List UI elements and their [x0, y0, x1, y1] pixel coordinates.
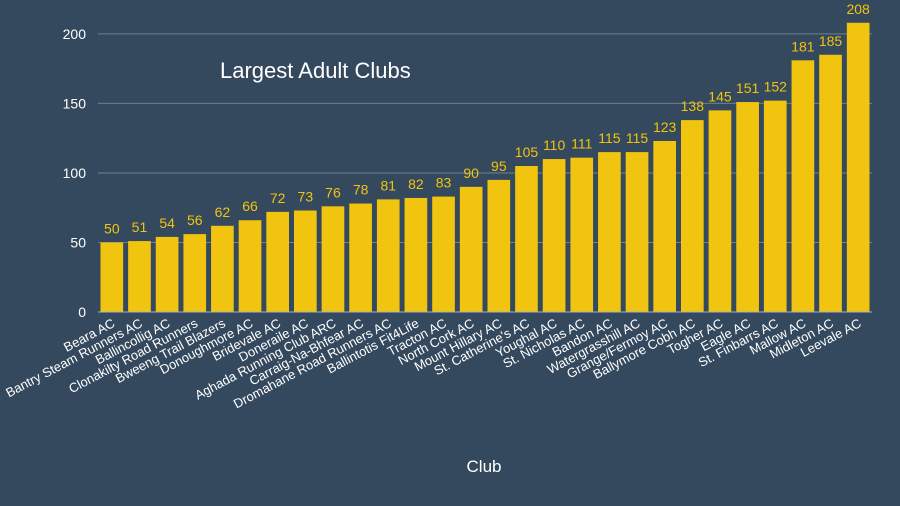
y-tick-label: 200	[63, 26, 87, 42]
y-axis-ticks: 0 50 100 150 200	[63, 26, 87, 320]
data-label: 185	[819, 33, 843, 49]
data-label: 66	[242, 198, 258, 214]
data-label: 145	[708, 88, 732, 104]
bar	[680, 120, 704, 312]
bar	[128, 241, 151, 312]
y-tick-label: 50	[70, 234, 86, 250]
bar	[791, 60, 815, 313]
bar	[432, 196, 455, 312]
data-label: 181	[791, 38, 815, 54]
data-label: 110	[543, 137, 566, 153]
bar	[183, 234, 207, 312]
bar	[404, 197, 428, 312]
bar	[570, 157, 594, 312]
bar	[598, 152, 621, 312]
data-label: 115	[626, 130, 649, 146]
data-label: 81	[380, 177, 396, 193]
data-label: 138	[681, 98, 705, 114]
bar	[736, 102, 759, 313]
bar	[653, 140, 677, 312]
bar	[100, 242, 124, 312]
data-label: 83	[436, 175, 452, 191]
bar	[266, 211, 290, 312]
bar	[459, 186, 483, 312]
data-label: 54	[159, 215, 175, 231]
data-label: 78	[353, 182, 369, 198]
bars	[100, 22, 870, 313]
bar	[708, 110, 732, 312]
bar	[293, 210, 317, 312]
bar	[349, 203, 372, 312]
data-label: 73	[298, 188, 314, 204]
data-label: 208	[846, 1, 870, 17]
bar	[846, 22, 870, 313]
bar	[625, 152, 649, 312]
data-label: 95	[491, 158, 507, 174]
data-label: 105	[515, 144, 539, 160]
data-label: 151	[736, 80, 760, 96]
x-axis-label: Club	[467, 457, 502, 476]
data-label: 51	[132, 219, 148, 235]
chart-title: Largest Adult Clubs	[220, 58, 411, 83]
data-label: 111	[571, 136, 592, 152]
data-label: 72	[270, 190, 286, 206]
bar	[542, 159, 566, 312]
bar	[376, 199, 400, 312]
data-label: 56	[187, 212, 203, 228]
bar	[763, 100, 787, 313]
bar	[515, 166, 538, 312]
data-labels: 50 51 54 56 62 66 72 73 76 78 81 82 83 90 95 105 110 111 1…	[104, 1, 870, 237]
bar	[211, 225, 234, 312]
bar	[487, 179, 511, 312]
y-tick-label: 0	[78, 304, 86, 320]
data-label: 115	[598, 130, 621, 146]
data-label: 90	[463, 165, 479, 181]
data-label: 62	[215, 204, 231, 220]
bar	[155, 236, 179, 312]
data-label: 123	[653, 119, 677, 135]
data-label: 50	[104, 220, 120, 236]
y-tick-label: 150	[63, 95, 87, 111]
y-tick-label: 100	[63, 165, 87, 181]
data-label: 82	[408, 176, 424, 192]
data-label: 152	[764, 79, 788, 95]
bar	[321, 206, 345, 312]
bar	[238, 220, 262, 312]
data-label: 76	[325, 184, 341, 200]
bar	[819, 54, 842, 313]
